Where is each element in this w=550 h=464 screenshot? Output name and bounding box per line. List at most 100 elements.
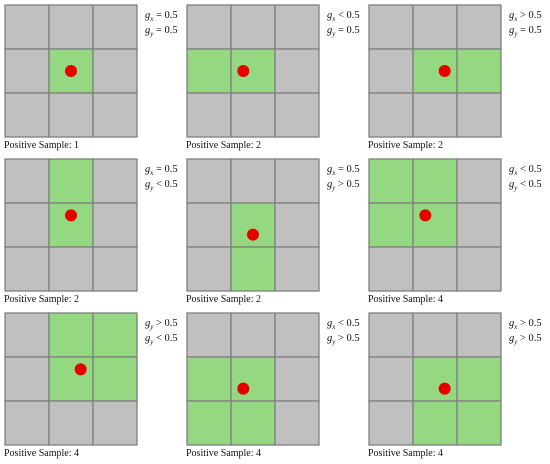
grid-cell <box>456 158 502 204</box>
grid-3x3 <box>4 4 138 138</box>
grid-cell <box>412 92 458 138</box>
grid-cell <box>274 48 320 94</box>
grid-cell <box>4 48 50 94</box>
grid-cell <box>274 4 320 50</box>
grid-cell <box>274 202 320 248</box>
grid-cell <box>274 356 320 402</box>
panel-caption: Positive Sample: 2 <box>186 294 261 305</box>
grid-cell <box>48 92 94 138</box>
grid-cell <box>456 312 502 358</box>
grid-cell <box>4 92 50 138</box>
grid-cell <box>456 202 502 248</box>
grid-cell <box>92 92 138 138</box>
grid-cell <box>274 246 320 292</box>
panel-7: gy > 0.5 gy < 0.5 Positive Sample: 4 <box>4 312 182 464</box>
grid-cell <box>230 92 276 138</box>
panel-caption: Positive Sample: 2 <box>186 140 261 151</box>
grid-3x3 <box>4 158 138 292</box>
grid-cell <box>48 4 94 50</box>
condition-x: gy > 0.5 <box>145 318 178 331</box>
grid-cell-positive <box>92 312 138 358</box>
grid-cell <box>186 202 232 248</box>
panel-2: gx < 0.5 gy = 0.5 Positive Sample: 2 <box>186 4 364 156</box>
grid-cell <box>186 312 232 358</box>
panel-1: gx = 0.5 gy = 0.5 Positive Sample: 1 <box>4 4 182 156</box>
panel-caption: Positive Sample: 2 <box>4 294 79 305</box>
grid-cell <box>4 4 50 50</box>
condition-y: gy < 0.5 <box>145 333 178 346</box>
condition-y: gy < 0.5 <box>145 179 178 192</box>
grid-cell <box>368 92 414 138</box>
condition-x: gx > 0.5 <box>509 318 542 331</box>
panel-caption: Positive Sample: 4 <box>368 294 443 305</box>
grid-cell <box>4 400 50 446</box>
grid-cell <box>186 246 232 292</box>
condition-y: gy > 0.5 <box>509 333 542 346</box>
grid-cell <box>368 312 414 358</box>
grid-cell <box>92 4 138 50</box>
condition-y: gy < 0.5 <box>509 179 542 192</box>
grid-cell <box>274 158 320 204</box>
grid-cell <box>186 92 232 138</box>
grid-cell <box>456 92 502 138</box>
panel-5: gx = 0.5 gy > 0.5 Positive Sample: 2 <box>186 158 364 310</box>
grid-cell <box>48 400 94 446</box>
grid-cell <box>4 202 50 248</box>
grid-cell-positive <box>48 158 94 204</box>
grid-cell <box>92 48 138 94</box>
grid-cell-positive <box>412 356 458 402</box>
grid-cell <box>274 92 320 138</box>
grid-cell <box>230 312 276 358</box>
grid-cell-positive <box>456 400 502 446</box>
grid-cell-positive <box>186 48 232 94</box>
grid-cell-positive <box>230 400 276 446</box>
grid-cell-positive <box>48 356 94 402</box>
grid-cell <box>92 400 138 446</box>
object-center-dot <box>74 363 87 376</box>
condition-y: gy > 0.5 <box>327 333 360 346</box>
object-center-dot <box>237 382 250 395</box>
condition-y: gy = 0.5 <box>327 25 360 38</box>
grid-cell-positive <box>368 202 414 248</box>
object-center-dot <box>438 65 451 77</box>
grid-3x3 <box>186 4 320 138</box>
panel-9: gx > 0.5 gy > 0.5 Positive Sample: 4 <box>368 312 546 464</box>
grid-cell-positive <box>186 400 232 446</box>
panel-caption: Positive Sample: 4 <box>186 448 261 459</box>
grid-cell-positive <box>412 400 458 446</box>
panel-6: gx < 0.5 gy < 0.5 Positive Sample: 4 <box>368 158 546 310</box>
grid-cell <box>92 202 138 248</box>
grid-cell <box>368 356 414 402</box>
grid-cell <box>456 246 502 292</box>
grid-cell <box>274 312 320 358</box>
condition-x: gx < 0.5 <box>509 164 542 177</box>
object-center-dot <box>65 65 77 77</box>
grid-cell <box>230 158 276 204</box>
grid-cell-positive <box>186 356 232 402</box>
grid-3x3 <box>186 158 320 292</box>
grid-3x3 <box>368 312 502 446</box>
grid-3x3 <box>368 4 502 138</box>
grid-cell <box>412 246 458 292</box>
condition-x: gx = 0.5 <box>327 164 360 177</box>
grid-3x3 <box>186 312 320 446</box>
grid-cell <box>92 246 138 292</box>
object-center-dot <box>438 382 451 395</box>
panel-4: gx = 0.5 gy < 0.5 Positive Sample: 2 <box>4 158 182 310</box>
grid-3x3 <box>368 158 502 292</box>
grid-cell-positive <box>48 312 94 358</box>
grid-cell <box>274 400 320 446</box>
grid-cell-positive <box>92 356 138 402</box>
grid-cell <box>368 400 414 446</box>
object-center-dot <box>237 65 250 77</box>
condition-y: gy = 0.5 <box>509 25 542 38</box>
panel-caption: Positive Sample: 2 <box>368 140 443 151</box>
object-center-dot <box>247 228 259 241</box>
grid-cell <box>368 246 414 292</box>
panel-caption: Positive Sample: 4 <box>4 448 79 459</box>
grid-cell <box>4 312 50 358</box>
grid-cell-positive <box>412 202 458 248</box>
grid-cell <box>412 4 458 50</box>
grid-cell <box>4 246 50 292</box>
